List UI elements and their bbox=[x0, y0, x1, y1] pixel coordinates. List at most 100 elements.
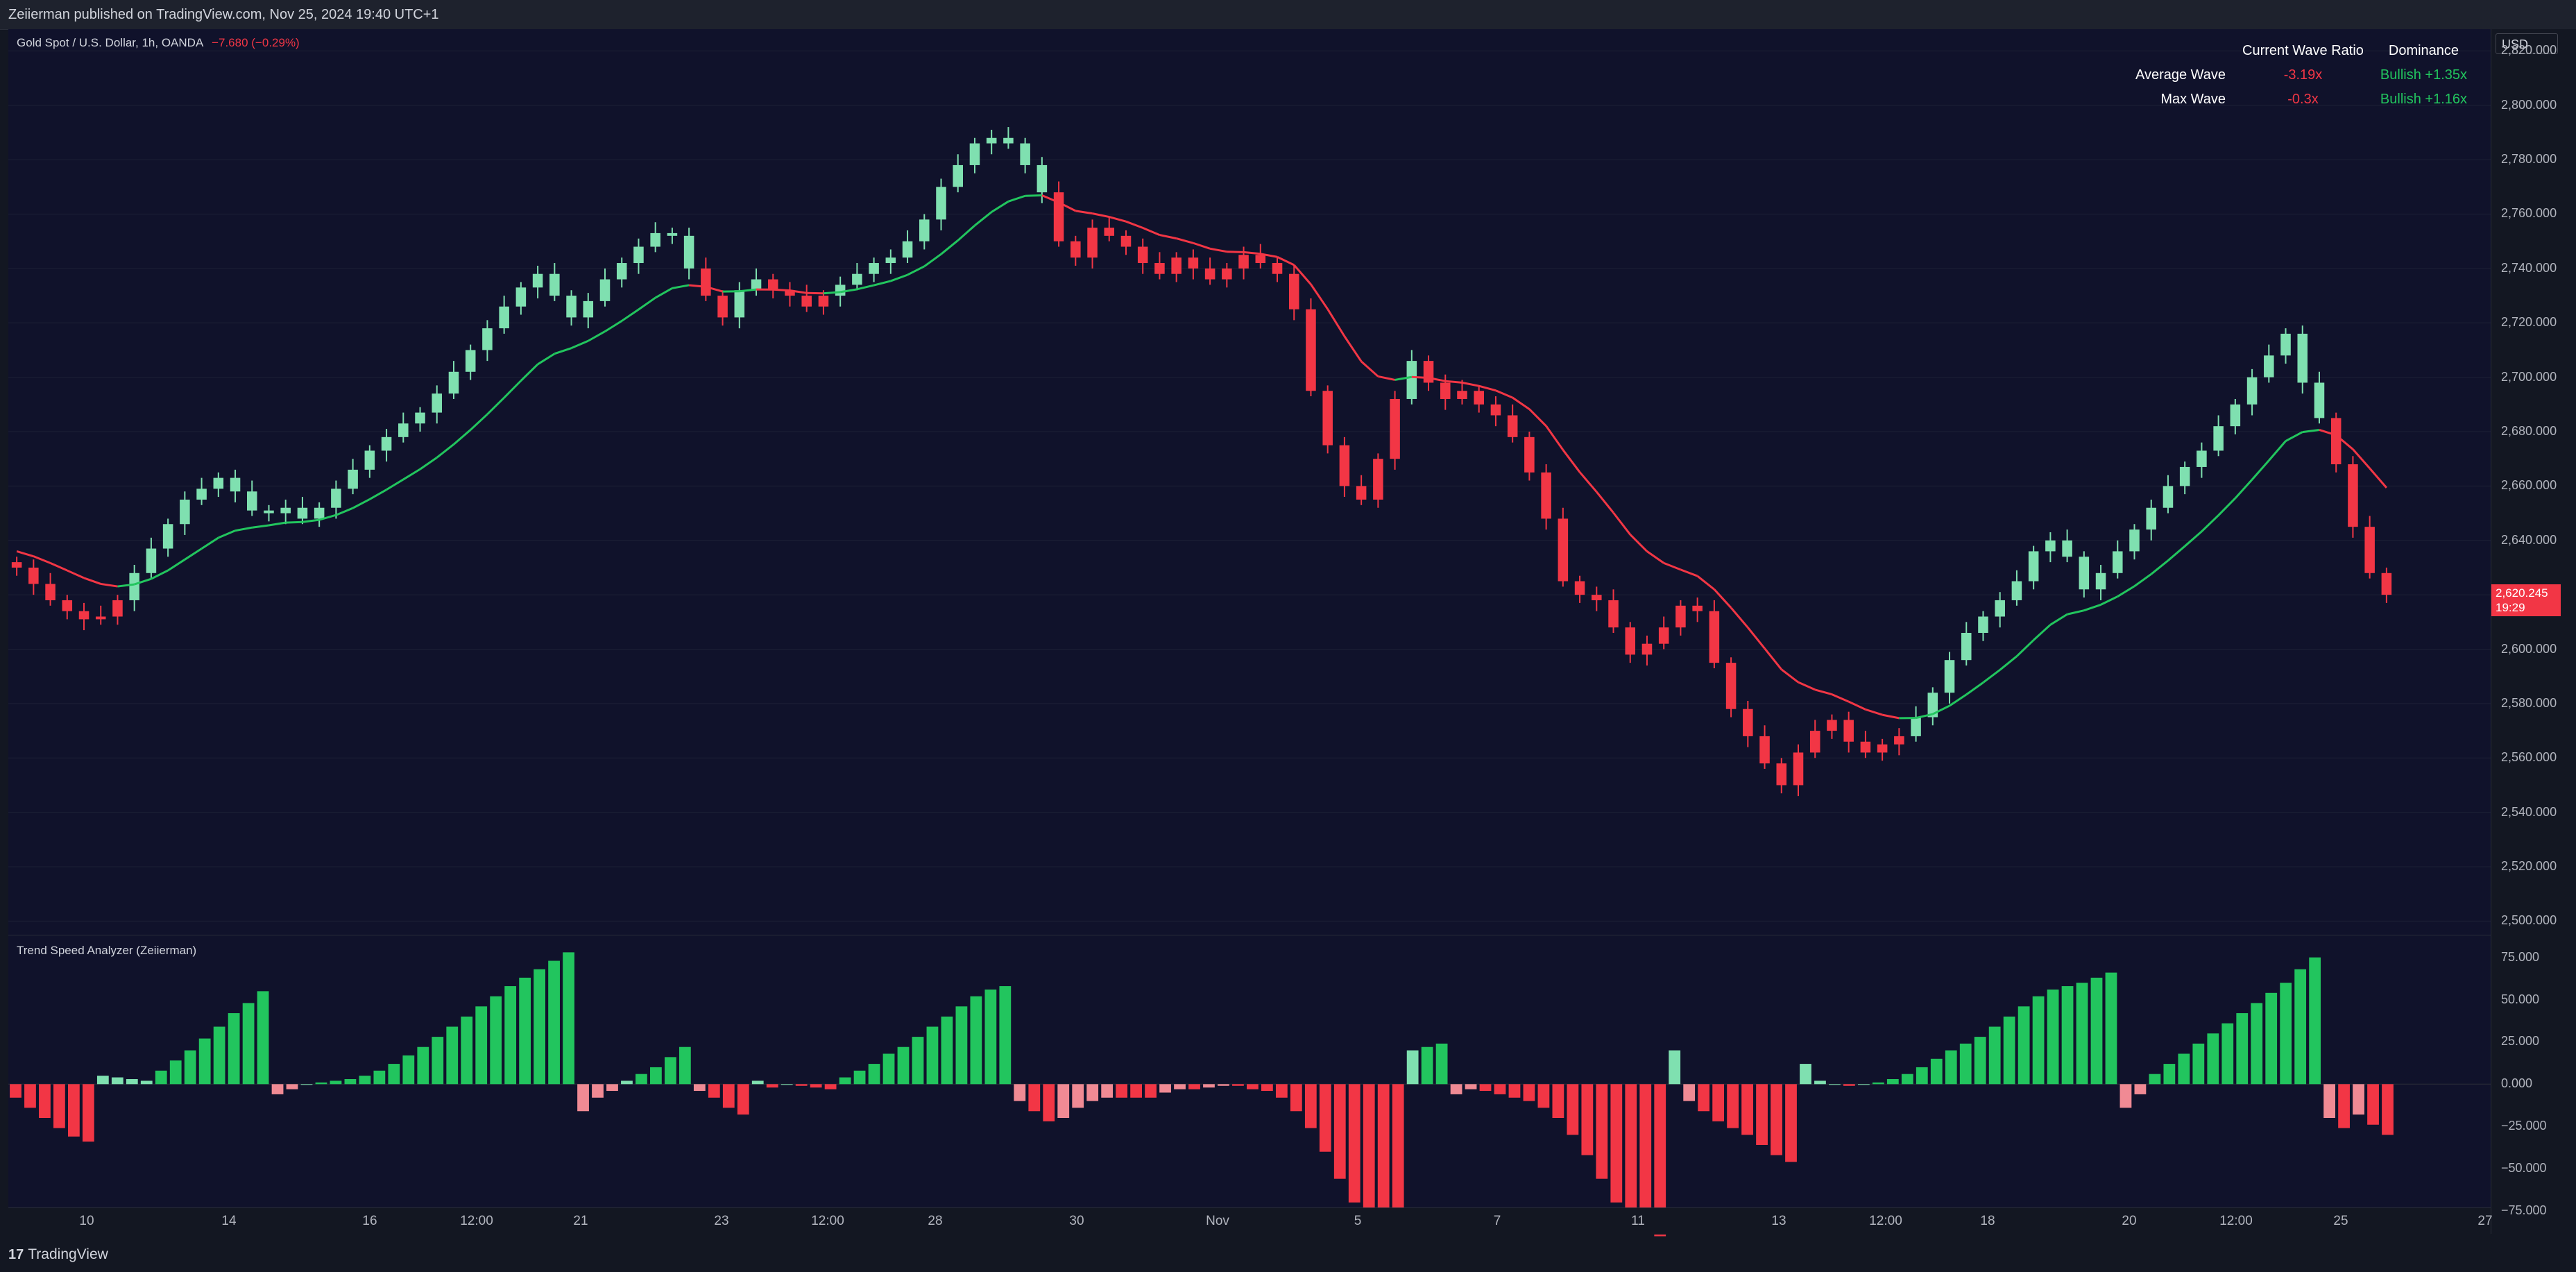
candle-body bbox=[583, 300, 594, 318]
speed-bar bbox=[1363, 1084, 1375, 1220]
speed-bar bbox=[504, 986, 517, 1085]
candle-body bbox=[1894, 736, 1904, 745]
trend-line-segment bbox=[151, 569, 169, 580]
speed-bar bbox=[1086, 1084, 1099, 1101]
trend-line-segment bbox=[1798, 681, 1816, 691]
trend-line-segment bbox=[1982, 669, 2001, 684]
wave-ratio-table: Current Wave Ratio Dominance Average Wav… bbox=[2127, 39, 2475, 112]
time-tick-label: 11 bbox=[1631, 1214, 1645, 1228]
candle-body bbox=[515, 287, 527, 307]
candle-body bbox=[465, 350, 476, 372]
trend-line-segment bbox=[1965, 681, 1984, 696]
time-tick-label: 7 bbox=[1493, 1214, 1501, 1228]
candle-body bbox=[11, 562, 22, 568]
candle-body bbox=[448, 371, 459, 394]
candle-body bbox=[701, 268, 711, 296]
candle-body bbox=[280, 507, 291, 514]
price-axis[interactable]: USD 2,820.000 2,800.000 2,780.000 2,760.000… bbox=[2491, 29, 2576, 1260]
speed-bar bbox=[432, 1037, 444, 1085]
trend-line-segment bbox=[503, 380, 522, 399]
price-tick-label: 2,740.000 bbox=[2501, 260, 2557, 275]
indicator-chart[interactable] bbox=[8, 935, 2491, 1262]
trend-line-segment bbox=[1411, 375, 1429, 380]
trend-line-segment bbox=[2067, 609, 2085, 616]
candle-body bbox=[1104, 228, 1115, 236]
speed-bar bbox=[2382, 1084, 2394, 1135]
candle-body bbox=[969, 143, 980, 165]
candle-body bbox=[432, 393, 443, 413]
speed-bar bbox=[926, 1026, 939, 1085]
trend-line-segment bbox=[2335, 434, 2354, 450]
trend-line-segment bbox=[2184, 530, 2203, 548]
speed-bar bbox=[912, 1037, 924, 1085]
speed-bar bbox=[1756, 1084, 1768, 1145]
candle-body bbox=[213, 477, 224, 489]
tradingview-logo[interactable]: 17 TradingView bbox=[8, 1246, 108, 1263]
candle-body bbox=[2381, 573, 2392, 595]
speed-bar bbox=[68, 1084, 80, 1137]
candle-body bbox=[1204, 268, 1216, 280]
time-tick-label: 12:00 bbox=[460, 1214, 493, 1228]
speed-bar bbox=[2134, 1084, 2147, 1094]
symbol-legend[interactable]: Gold Spot / U.S. Dollar, 1h, OANDA −7.68… bbox=[17, 36, 300, 50]
currency-label[interactable]: USD bbox=[2496, 33, 2558, 54]
speed-bar bbox=[2018, 1006, 2030, 1085]
trend-line-segment bbox=[1109, 216, 1127, 223]
trend-line-segment bbox=[1293, 264, 1312, 285]
speed-bar bbox=[1203, 1084, 1215, 1088]
indicator-tick-label: −75.000 bbox=[2501, 1203, 2547, 1217]
footer: 17 TradingView bbox=[0, 1237, 2576, 1272]
candle-body bbox=[869, 263, 879, 274]
speed-bar bbox=[242, 1003, 255, 1085]
candle-body bbox=[264, 510, 274, 514]
indicator-pane[interactable]: Trend Speed Analyzer (Zeiierman) bbox=[8, 935, 2491, 1262]
trend-line-segment bbox=[1865, 708, 1883, 716]
candle-body bbox=[2213, 426, 2224, 451]
trend-line-segment bbox=[1428, 377, 1446, 382]
candle-body bbox=[785, 290, 795, 296]
speed-bar bbox=[169, 1060, 182, 1085]
candle-body bbox=[2364, 527, 2375, 573]
speed-bar bbox=[2294, 969, 2307, 1085]
trend-line-segment bbox=[654, 287, 673, 299]
trend-line-segment bbox=[318, 514, 336, 521]
trend-line-segment bbox=[1075, 210, 1093, 215]
trend-line-segment bbox=[352, 498, 370, 509]
candle-body bbox=[1037, 164, 1048, 193]
speed-bar bbox=[693, 1084, 706, 1092]
price-pane[interactable]: Gold Spot / U.S. Dollar, 1h, OANDA −7.68… bbox=[8, 29, 2491, 935]
candle-body bbox=[1306, 309, 1316, 391]
trend-line-segment bbox=[2100, 595, 2118, 606]
trend-line-segment bbox=[184, 548, 203, 561]
speed-bar bbox=[737, 1084, 749, 1115]
trend-line-segment bbox=[1378, 375, 1395, 381]
speed-bar bbox=[2003, 1016, 2015, 1085]
trend-line-segment bbox=[252, 524, 269, 529]
speed-bar bbox=[1435, 1043, 1448, 1085]
speed-bar bbox=[1319, 1084, 1331, 1152]
candle-body bbox=[1373, 459, 1383, 500]
trend-line-segment bbox=[1949, 693, 1968, 707]
candle-body bbox=[1911, 717, 1921, 736]
speed-bar bbox=[722, 1084, 735, 1108]
price-chart[interactable] bbox=[8, 29, 2491, 935]
candle-body bbox=[1222, 268, 1232, 280]
trend-line-segment bbox=[1629, 534, 1648, 552]
trend-line-segment bbox=[101, 582, 118, 588]
trend-line-segment bbox=[2201, 514, 2219, 532]
indicator-title[interactable]: Trend Speed Analyzer (Zeiierman) bbox=[17, 944, 197, 957]
speed-bar bbox=[82, 1084, 94, 1142]
time-axis[interactable]: 10 14 16 12:00 21 23 12:00 28 30 Nov 5 7 11 13 12:00 18… bbox=[8, 1207, 2493, 1235]
chart-area[interactable]: Gold Spot / U.S. Dollar, 1h, OANDA −7.68… bbox=[8, 29, 2491, 1237]
candle-body bbox=[767, 279, 778, 291]
candle-body bbox=[1809, 731, 1820, 753]
time-tick-label: 16 bbox=[362, 1214, 377, 1228]
candle-body bbox=[902, 241, 913, 258]
time-tick-label: 14 bbox=[221, 1214, 237, 1228]
indicator-tick-label: 25.000 bbox=[2501, 1034, 2540, 1049]
speed-bar bbox=[1275, 1084, 1288, 1098]
trend-line-segment bbox=[49, 562, 68, 572]
indicator-tick-label: 50.000 bbox=[2501, 992, 2540, 1006]
speed-bar bbox=[1479, 1084, 1492, 1092]
trend-line-segment bbox=[1882, 713, 1900, 720]
